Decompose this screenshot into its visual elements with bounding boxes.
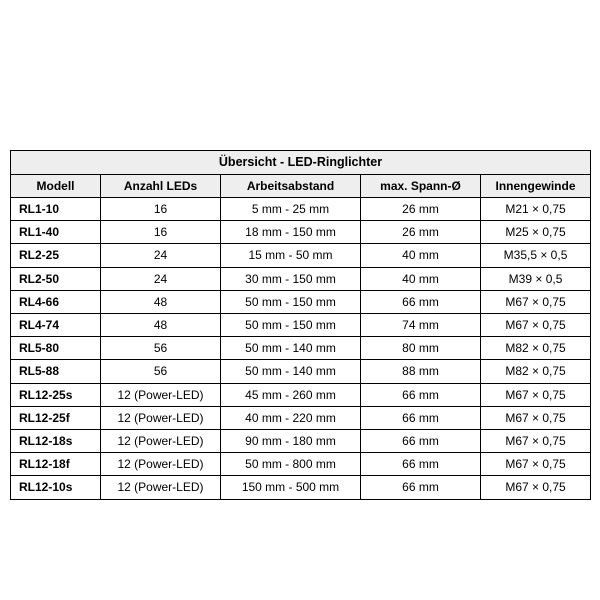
cell-innengewinde: M67 × 0,75 <box>481 406 591 429</box>
cell-innengewinde: M67 × 0,75 <box>481 383 591 406</box>
cell-anzahl-leds: 24 <box>101 267 221 290</box>
cell-max-spann: 80 mm <box>361 337 481 360</box>
cell-arbeitsabstand: 18 mm - 150 mm <box>221 221 361 244</box>
cell-anzahl-leds: 24 <box>101 244 221 267</box>
table-row: RL12-25f 12 (Power-LED) 40 mm - 220 mm 6… <box>11 406 591 429</box>
table-row: RL1-10 16 5 mm - 25 mm 26 mm M21 × 0,75 <box>11 198 591 221</box>
cell-max-spann: 26 mm <box>361 221 481 244</box>
cell-innengewinde: M82 × 0,75 <box>481 360 591 383</box>
cell-max-spann: 40 mm <box>361 267 481 290</box>
cell-innengewinde: M67 × 0,75 <box>481 290 591 313</box>
cell-innengewinde: M25 × 0,75 <box>481 221 591 244</box>
cell-arbeitsabstand: 50 mm - 140 mm <box>221 360 361 383</box>
col-header-innengewinde: Innengewinde <box>481 174 591 197</box>
table-header-row: Modell Anzahl LEDs Arbeitsabstand max. S… <box>11 174 591 197</box>
cell-modell: RL5-80 <box>11 337 101 360</box>
cell-innengewinde: M67 × 0,75 <box>481 314 591 337</box>
cell-arbeitsabstand: 45 mm - 260 mm <box>221 383 361 406</box>
cell-arbeitsabstand: 50 mm - 800 mm <box>221 453 361 476</box>
table-row: RL12-10s 12 (Power-LED) 150 mm - 500 mm … <box>11 476 591 499</box>
cell-arbeitsabstand: 5 mm - 25 mm <box>221 198 361 221</box>
cell-innengewinde: M67 × 0,75 <box>481 429 591 452</box>
cell-anzahl-leds: 12 (Power-LED) <box>101 406 221 429</box>
cell-max-spann: 26 mm <box>361 198 481 221</box>
cell-innengewinde: M35,5 × 0,5 <box>481 244 591 267</box>
table-row: RL1-40 16 18 mm - 150 mm 26 mm M25 × 0,7… <box>11 221 591 244</box>
table-row: RL2-50 24 30 mm - 150 mm 40 mm M39 × 0,5 <box>11 267 591 290</box>
cell-arbeitsabstand: 50 mm - 140 mm <box>221 337 361 360</box>
cell-innengewinde: M67 × 0,75 <box>481 453 591 476</box>
table-row: RL12-18s 12 (Power-LED) 90 mm - 180 mm 6… <box>11 429 591 452</box>
cell-arbeitsabstand: 50 mm - 150 mm <box>221 314 361 337</box>
cell-anzahl-leds: 16 <box>101 198 221 221</box>
cell-modell: RL12-10s <box>11 476 101 499</box>
cell-arbeitsabstand: 50 mm - 150 mm <box>221 290 361 313</box>
col-header-arbeitsabstand: Arbeitsabstand <box>221 174 361 197</box>
cell-modell: RL12-18s <box>11 429 101 452</box>
cell-modell: RL1-40 <box>11 221 101 244</box>
table-title: Übersicht - LED-Ringlichter <box>11 151 591 175</box>
cell-modell: RL12-25f <box>11 406 101 429</box>
cell-arbeitsabstand: 90 mm - 180 mm <box>221 429 361 452</box>
table-row: RL5-88 56 50 mm - 140 mm 88 mm M82 × 0,7… <box>11 360 591 383</box>
col-header-max-spann: max. Spann-Ø <box>361 174 481 197</box>
cell-max-spann: 66 mm <box>361 383 481 406</box>
cell-modell: RL4-74 <box>11 314 101 337</box>
cell-innengewinde: M21 × 0,75 <box>481 198 591 221</box>
table-row: RL12-18f 12 (Power-LED) 50 mm - 800 mm 6… <box>11 453 591 476</box>
cell-innengewinde: M82 × 0,75 <box>481 337 591 360</box>
cell-max-spann: 40 mm <box>361 244 481 267</box>
cell-anzahl-leds: 48 <box>101 290 221 313</box>
table-row: RL4-66 48 50 mm - 150 mm 66 mm M67 × 0,7… <box>11 290 591 313</box>
cell-anzahl-leds: 48 <box>101 314 221 337</box>
cell-max-spann: 66 mm <box>361 406 481 429</box>
cell-max-spann: 66 mm <box>361 429 481 452</box>
cell-arbeitsabstand: 150 mm - 500 mm <box>221 476 361 499</box>
cell-anzahl-leds: 56 <box>101 337 221 360</box>
cell-arbeitsabstand: 15 mm - 50 mm <box>221 244 361 267</box>
table-title-row: Übersicht - LED-Ringlichter <box>11 151 591 175</box>
table-container: Übersicht - LED-Ringlichter Modell Anzah… <box>0 0 600 500</box>
cell-max-spann: 66 mm <box>361 453 481 476</box>
cell-modell: RL5-88 <box>11 360 101 383</box>
cell-arbeitsabstand: 40 mm - 220 mm <box>221 406 361 429</box>
cell-anzahl-leds: 12 (Power-LED) <box>101 453 221 476</box>
cell-modell: RL4-66 <box>11 290 101 313</box>
cell-innengewinde: M39 × 0,5 <box>481 267 591 290</box>
table-row: RL12-25s 12 (Power-LED) 45 mm - 260 mm 6… <box>11 383 591 406</box>
cell-anzahl-leds: 12 (Power-LED) <box>101 429 221 452</box>
cell-modell: RL12-25s <box>11 383 101 406</box>
cell-modell: RL2-25 <box>11 244 101 267</box>
col-header-modell: Modell <box>11 174 101 197</box>
cell-arbeitsabstand: 30 mm - 150 mm <box>221 267 361 290</box>
cell-max-spann: 66 mm <box>361 476 481 499</box>
led-ringlight-table: Übersicht - LED-Ringlichter Modell Anzah… <box>10 150 591 500</box>
cell-modell: RL1-10 <box>11 198 101 221</box>
table-row: RL2-25 24 15 mm - 50 mm 40 mm M35,5 × 0,… <box>11 244 591 267</box>
cell-modell: RL12-18f <box>11 453 101 476</box>
table-row: RL4-74 48 50 mm - 150 mm 74 mm M67 × 0,7… <box>11 314 591 337</box>
cell-innengewinde: M67 × 0,75 <box>481 476 591 499</box>
cell-anzahl-leds: 12 (Power-LED) <box>101 383 221 406</box>
cell-anzahl-leds: 16 <box>101 221 221 244</box>
col-header-anzahl-leds: Anzahl LEDs <box>101 174 221 197</box>
cell-modell: RL2-50 <box>11 267 101 290</box>
cell-anzahl-leds: 56 <box>101 360 221 383</box>
table-body: RL1-10 16 5 mm - 25 mm 26 mm M21 × 0,75 … <box>11 198 591 499</box>
cell-max-spann: 66 mm <box>361 290 481 313</box>
cell-max-spann: 74 mm <box>361 314 481 337</box>
table-row: RL5-80 56 50 mm - 140 mm 80 mm M82 × 0,7… <box>11 337 591 360</box>
cell-max-spann: 88 mm <box>361 360 481 383</box>
cell-anzahl-leds: 12 (Power-LED) <box>101 476 221 499</box>
